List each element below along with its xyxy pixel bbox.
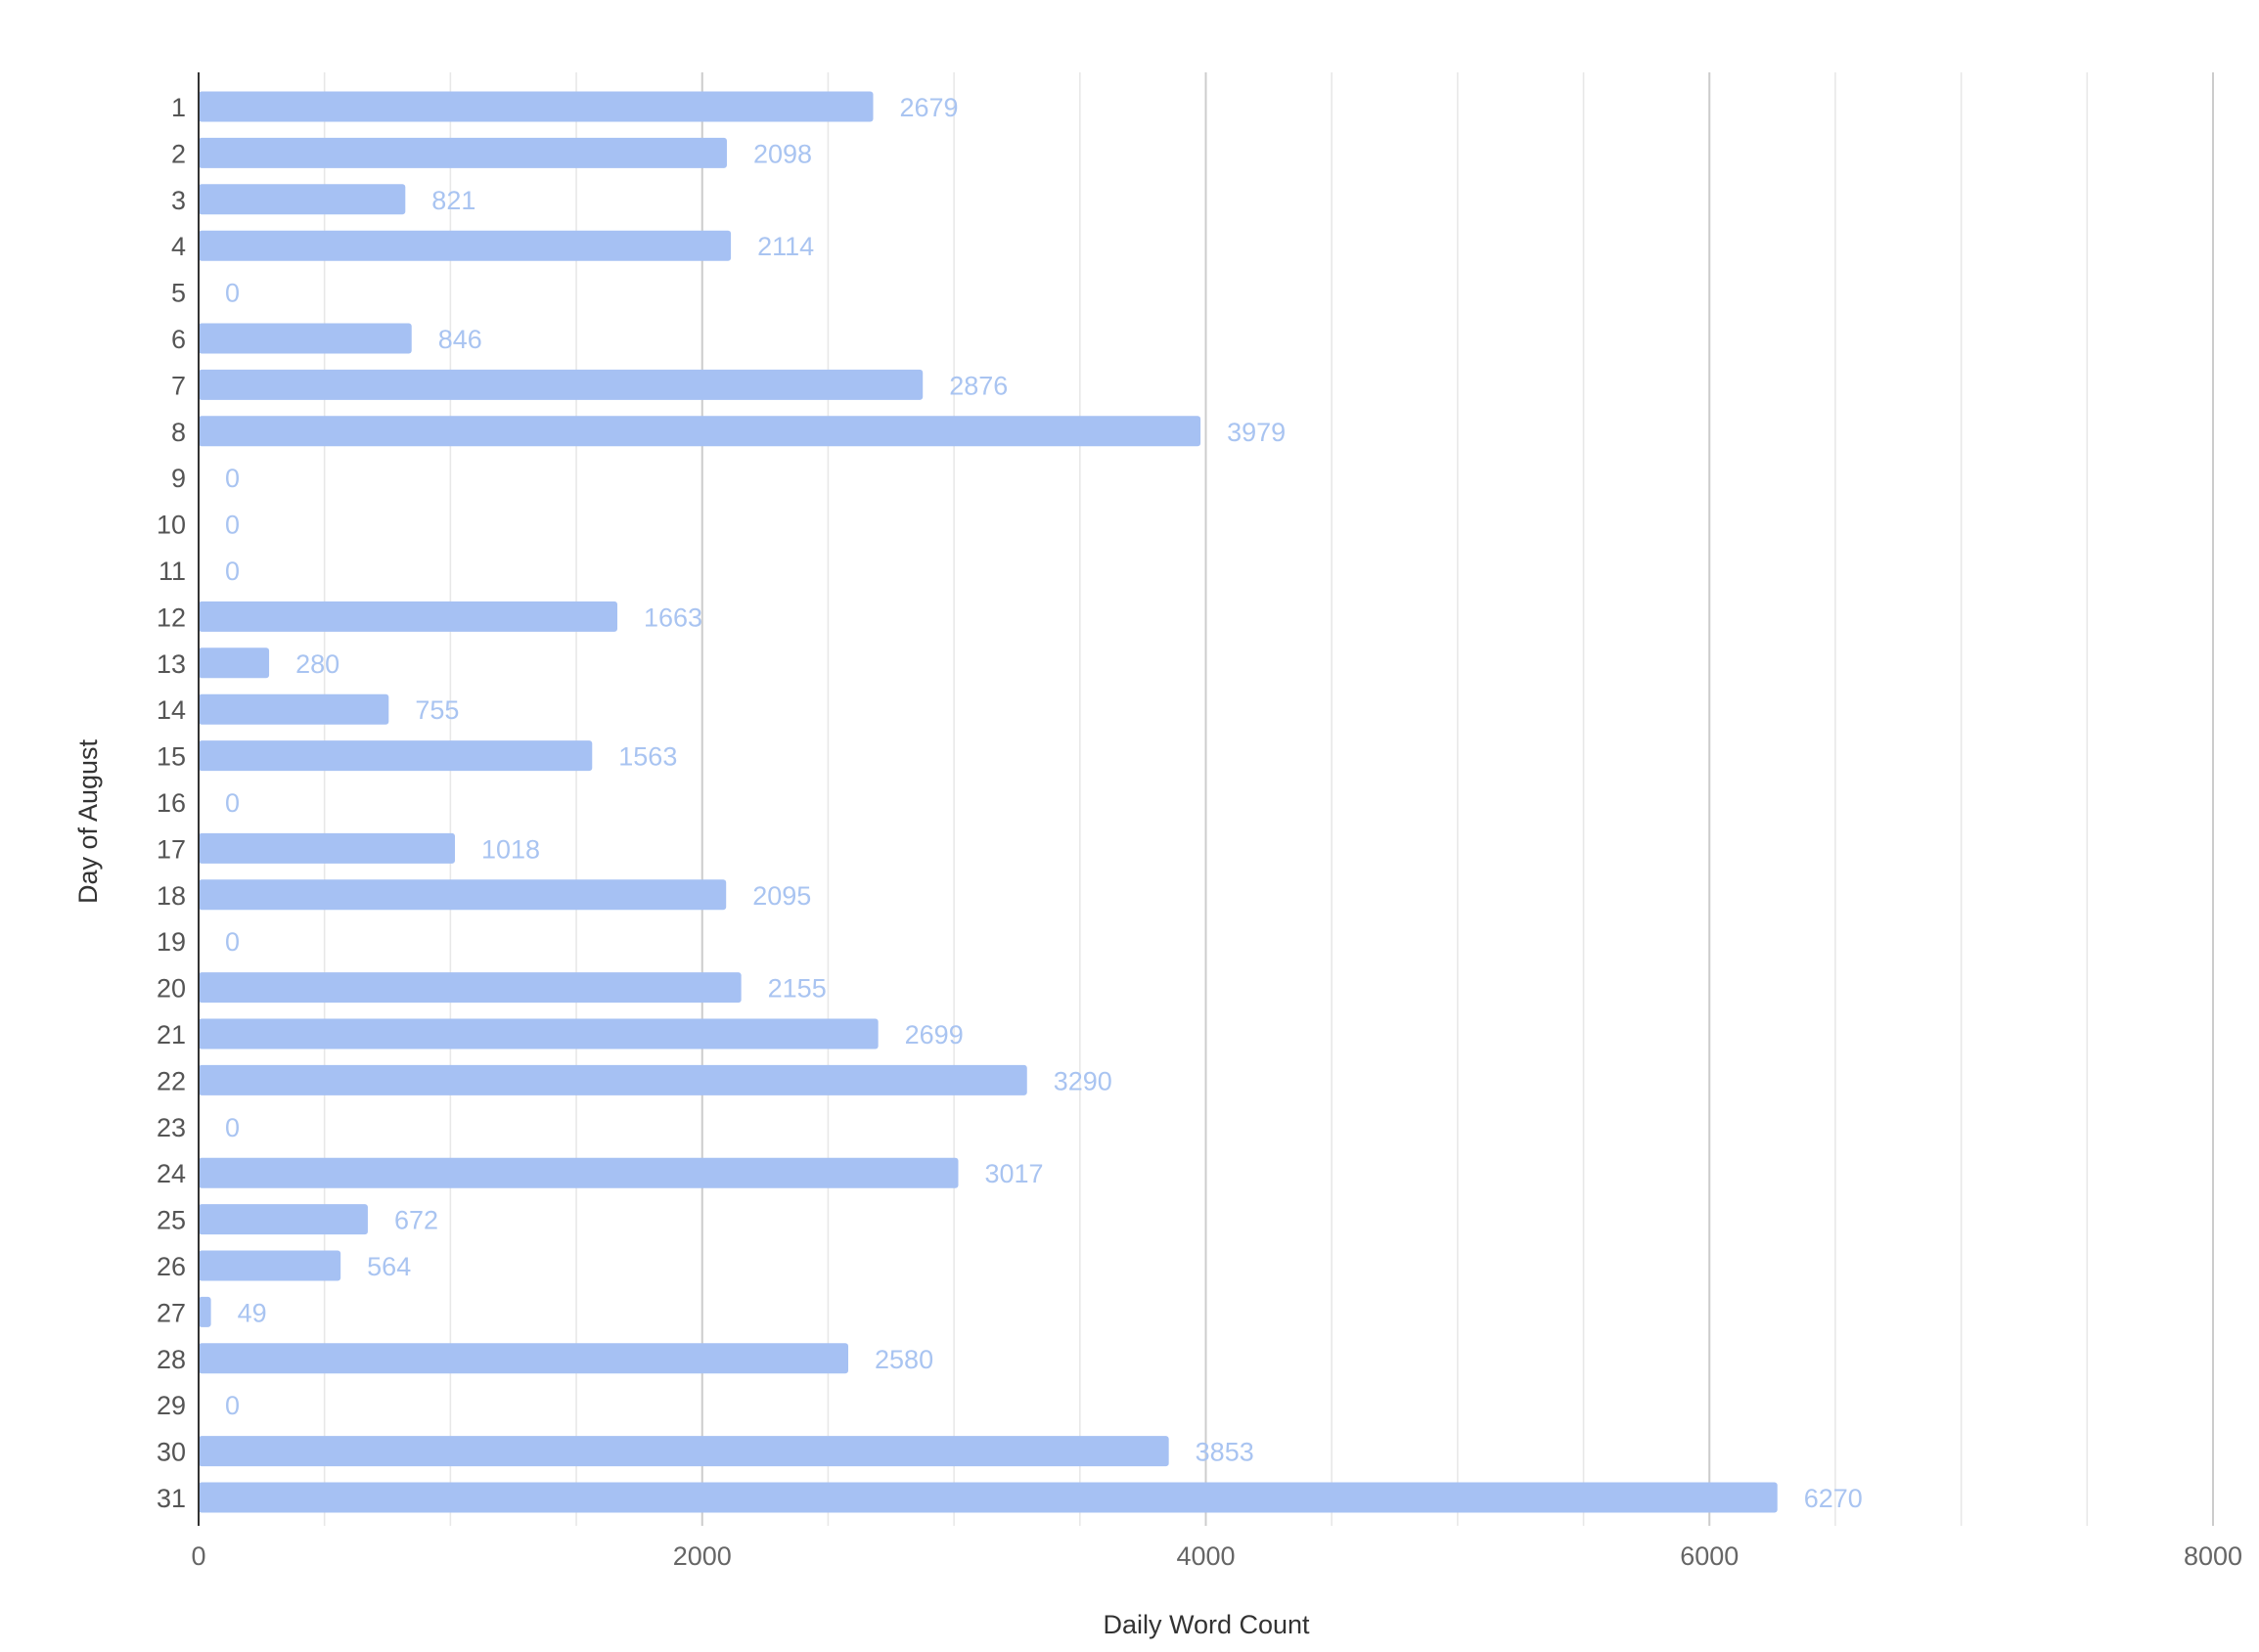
data-label-day-2: 2098 [753, 139, 812, 168]
category-label-day-14: 14 [157, 695, 186, 725]
bar-day-6 [199, 323, 412, 354]
x-tick-label: 4000 [1176, 1541, 1235, 1571]
data-label-day-22: 3290 [1054, 1066, 1112, 1095]
bar-day-15 [199, 740, 593, 772]
category-label-day-19: 19 [157, 927, 186, 957]
bar-day-17 [199, 832, 456, 864]
x-axis-tick-labels: 0 2000 4000 6000 8000 [191, 1541, 2242, 1571]
x-tick-label: 8000 [2184, 1541, 2242, 1571]
category-label-day-9: 9 [171, 464, 186, 493]
bar-day-8 [199, 416, 1201, 447]
bar-day-2 [199, 137, 727, 168]
bar-day-28 [199, 1343, 849, 1374]
bar-day-30 [199, 1436, 1169, 1467]
data-labels: 2679 2098 821 2114 0 846 2876 3979 0 0 0 1663 280 755… [225, 93, 1863, 1513]
bar-day-24 [199, 1157, 959, 1188]
category-label-day-29: 29 [157, 1391, 186, 1420]
category-label-day-11: 11 [158, 557, 186, 586]
x-axis-title: Daily Word Count [1103, 1610, 1310, 1639]
data-label-day-20: 2155 [768, 974, 827, 1004]
x-tick-label: 2000 [673, 1541, 732, 1571]
category-label-day-2: 2 [171, 139, 186, 168]
data-label-day-14: 755 [415, 695, 459, 725]
data-label-day-8: 3979 [1227, 418, 1286, 447]
data-label-day-26: 564 [367, 1252, 411, 1281]
data-label-day-5: 0 [225, 279, 240, 308]
data-label-day-3: 821 [431, 186, 475, 215]
category-label-day-21: 21 [157, 1020, 186, 1049]
category-label-day-6: 6 [171, 325, 186, 354]
bar-day-20 [199, 972, 742, 1004]
category-label-day-7: 7 [171, 371, 186, 400]
bar-day-1 [199, 91, 874, 122]
category-label-day-18: 18 [157, 881, 186, 911]
y-axis-tick-labels: 1234567891011121314151617181920212223242… [157, 93, 186, 1513]
category-label-day-27: 27 [157, 1298, 186, 1327]
category-label-day-22: 22 [157, 1066, 186, 1095]
data-label-day-11: 0 [225, 557, 240, 586]
category-label-day-20: 20 [157, 974, 186, 1004]
bar-day-27 [199, 1296, 211, 1327]
data-label-day-1: 2679 [900, 93, 959, 122]
data-label-day-27: 49 [238, 1298, 267, 1327]
data-label-day-13: 280 [295, 649, 339, 679]
data-label-day-21: 2699 [905, 1020, 964, 1049]
data-label-day-31: 6270 [1804, 1484, 1863, 1513]
category-label-day-10: 10 [157, 511, 186, 540]
data-label-day-30: 3853 [1196, 1438, 1254, 1467]
bar-day-22 [199, 1064, 1027, 1095]
bar-day-3 [199, 184, 406, 215]
data-label-day-29: 0 [225, 1391, 240, 1420]
bar-day-25 [199, 1204, 368, 1235]
category-label-day-8: 8 [171, 418, 186, 447]
bar-day-21 [199, 1018, 879, 1049]
data-label-day-12: 1663 [644, 603, 702, 632]
data-label-day-28: 2580 [875, 1345, 933, 1374]
data-label-day-24: 3017 [985, 1159, 1044, 1188]
data-label-day-6: 846 [438, 325, 482, 354]
category-label-day-4: 4 [171, 232, 186, 261]
data-label-day-10: 0 [225, 511, 240, 540]
category-label-day-28: 28 [157, 1345, 186, 1374]
category-label-day-17: 17 [157, 834, 186, 864]
bar-day-13 [199, 647, 270, 679]
bar-day-4 [199, 230, 732, 261]
category-label-day-26: 26 [157, 1252, 186, 1281]
category-label-day-30: 30 [157, 1438, 186, 1467]
grid-lines [323, 72, 2214, 1526]
data-label-day-7: 2876 [949, 371, 1008, 400]
data-label-day-25: 672 [394, 1206, 438, 1235]
x-tick-label: 6000 [1680, 1541, 1739, 1571]
data-label-day-17: 1018 [481, 834, 540, 864]
category-label-day-12: 12 [157, 603, 186, 632]
category-label-day-3: 3 [171, 186, 186, 215]
category-label-day-1: 1 [171, 93, 186, 122]
data-label-day-4: 2114 [757, 232, 814, 261]
category-label-day-5: 5 [171, 279, 186, 308]
category-label-day-15: 15 [157, 742, 186, 772]
bar-day-31 [199, 1482, 1778, 1513]
category-label-day-13: 13 [157, 649, 186, 679]
category-label-day-24: 24 [157, 1159, 186, 1188]
category-label-day-23: 23 [157, 1113, 186, 1142]
data-label-day-23: 0 [225, 1113, 240, 1142]
bar-day-14 [199, 693, 389, 725]
data-label-day-18: 2095 [752, 881, 811, 911]
bars [199, 91, 1778, 1513]
data-label-day-15: 1563 [618, 742, 677, 772]
bar-day-18 [199, 879, 727, 911]
data-label-day-16: 0 [225, 788, 240, 818]
data-label-day-9: 0 [225, 464, 240, 493]
category-label-day-25: 25 [157, 1206, 186, 1235]
bar-day-7 [199, 369, 924, 400]
x-tick-label: 0 [191, 1541, 205, 1571]
bar-day-12 [199, 601, 618, 632]
category-label-day-16: 16 [157, 788, 186, 818]
data-label-day-19: 0 [225, 927, 240, 957]
y-axis-title: Day of August [73, 738, 103, 904]
category-label-day-31: 31 [157, 1484, 186, 1513]
bar-day-26 [199, 1250, 341, 1281]
